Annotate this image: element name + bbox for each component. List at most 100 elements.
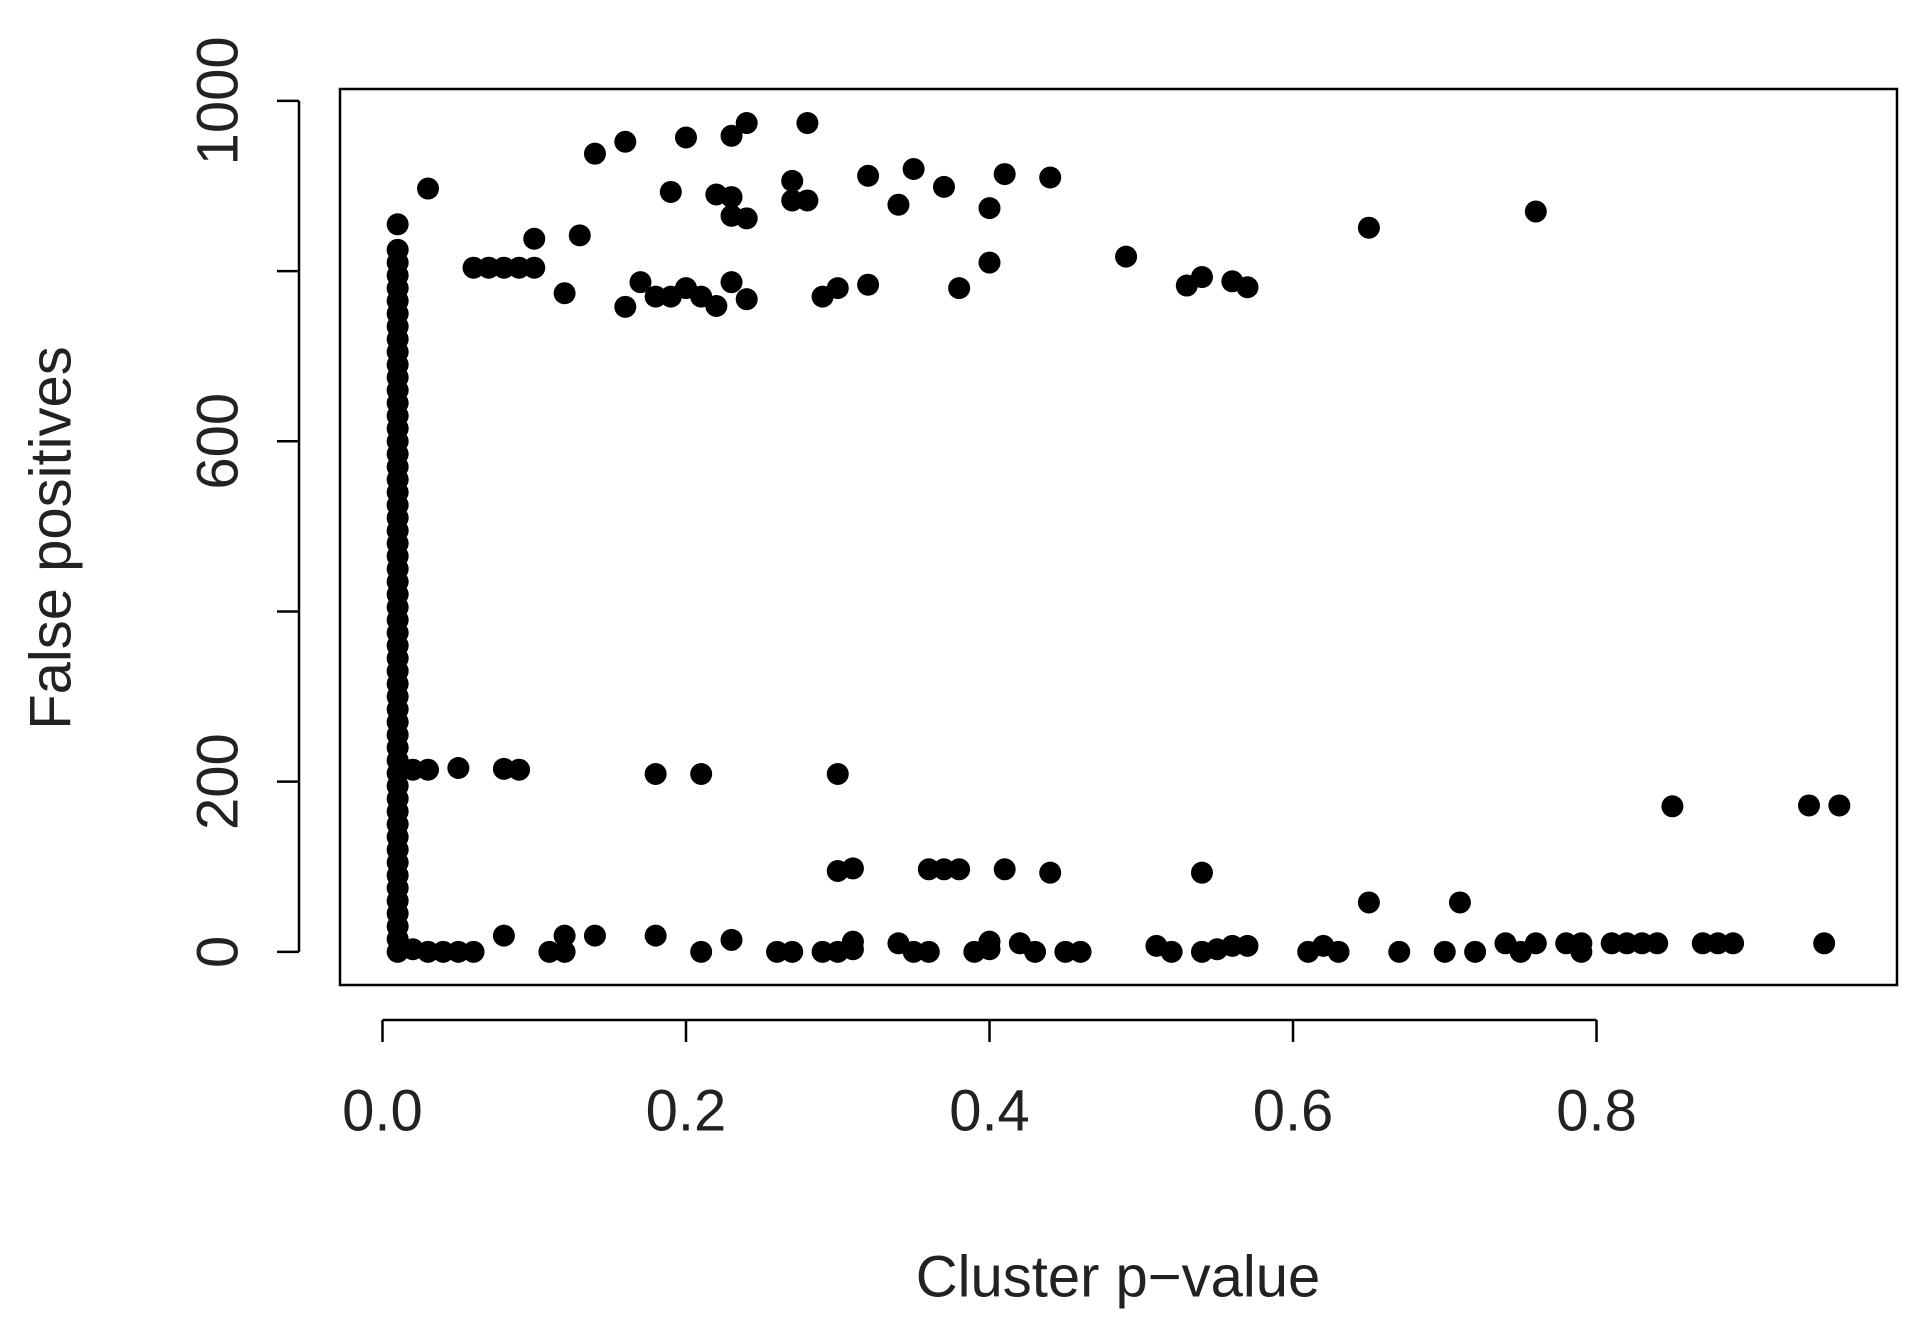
point [1646,932,1669,955]
point [1813,932,1836,955]
point [462,256,485,279]
point [857,164,880,187]
point [1828,794,1851,817]
point [720,928,743,951]
point [523,256,546,279]
x-tick-label: 0.8 [1556,1078,1637,1143]
point [1433,940,1456,963]
point [447,940,470,963]
point [826,277,849,300]
point [1357,891,1380,914]
point [432,940,455,963]
point [781,169,804,192]
point [1069,940,1092,963]
point [462,940,485,963]
point [508,758,531,781]
point [781,189,804,212]
point [614,295,637,318]
x-tick-label: 0.0 [342,1078,423,1143]
point [766,940,789,963]
point [1039,166,1062,189]
point [1327,940,1350,963]
point [841,930,864,953]
point [978,251,1001,274]
point [1722,932,1745,955]
y-tick-label: 0 [185,936,250,968]
point [720,124,743,147]
point [1691,932,1714,955]
point [1054,940,1077,963]
point [796,112,819,135]
point [644,924,667,947]
x-tick-label: 0.4 [949,1078,1030,1143]
point [1190,861,1213,884]
point [796,189,819,212]
point [629,271,652,294]
x-tick-label: 0.2 [646,1078,727,1143]
point [932,858,955,881]
point [932,175,955,198]
point [902,940,925,963]
point [978,930,1001,953]
point [1357,216,1380,239]
point [644,762,667,785]
x-tick-label: 0.6 [1253,1078,1334,1143]
point [690,762,713,785]
point [902,157,925,180]
point [386,213,409,236]
x-axis-title: Cluster p−value [916,1244,1321,1309]
point [1615,932,1638,955]
point [447,757,470,780]
point [690,940,713,963]
plot-box [338,87,1899,987]
point [720,186,743,209]
point [735,288,758,311]
point [720,271,743,294]
point [917,940,940,963]
point [417,758,440,781]
point [568,224,591,247]
point [538,940,561,963]
point [1115,245,1138,268]
point [948,277,971,300]
point [553,924,576,947]
point [1160,940,1183,963]
point [841,857,864,880]
point [553,282,576,305]
point [857,273,880,296]
point [826,762,849,785]
point [1236,934,1259,957]
point [1524,200,1547,223]
point [1388,940,1411,963]
point [523,227,546,250]
point [553,940,576,963]
point [417,940,440,963]
point [1221,934,1244,957]
point [993,163,1016,186]
point [508,256,531,279]
y-axis-title: False positives [18,346,83,730]
y-tick-label: 1000 [185,36,250,165]
point [1024,940,1047,963]
point [948,858,971,881]
point [583,924,606,947]
y-tick-label: 200 [185,733,250,830]
y-tick-label: 600 [185,393,250,490]
point [1797,794,1820,817]
point [1464,940,1487,963]
point [1190,266,1213,289]
point [1706,932,1729,955]
point [492,256,515,279]
point [492,924,515,947]
point [887,193,910,216]
point [583,142,606,165]
point [1524,932,1547,955]
point [735,112,758,135]
point [978,197,1001,220]
point [614,130,637,153]
point [477,256,500,279]
point [1631,932,1654,955]
point [781,940,804,963]
point [811,940,834,963]
